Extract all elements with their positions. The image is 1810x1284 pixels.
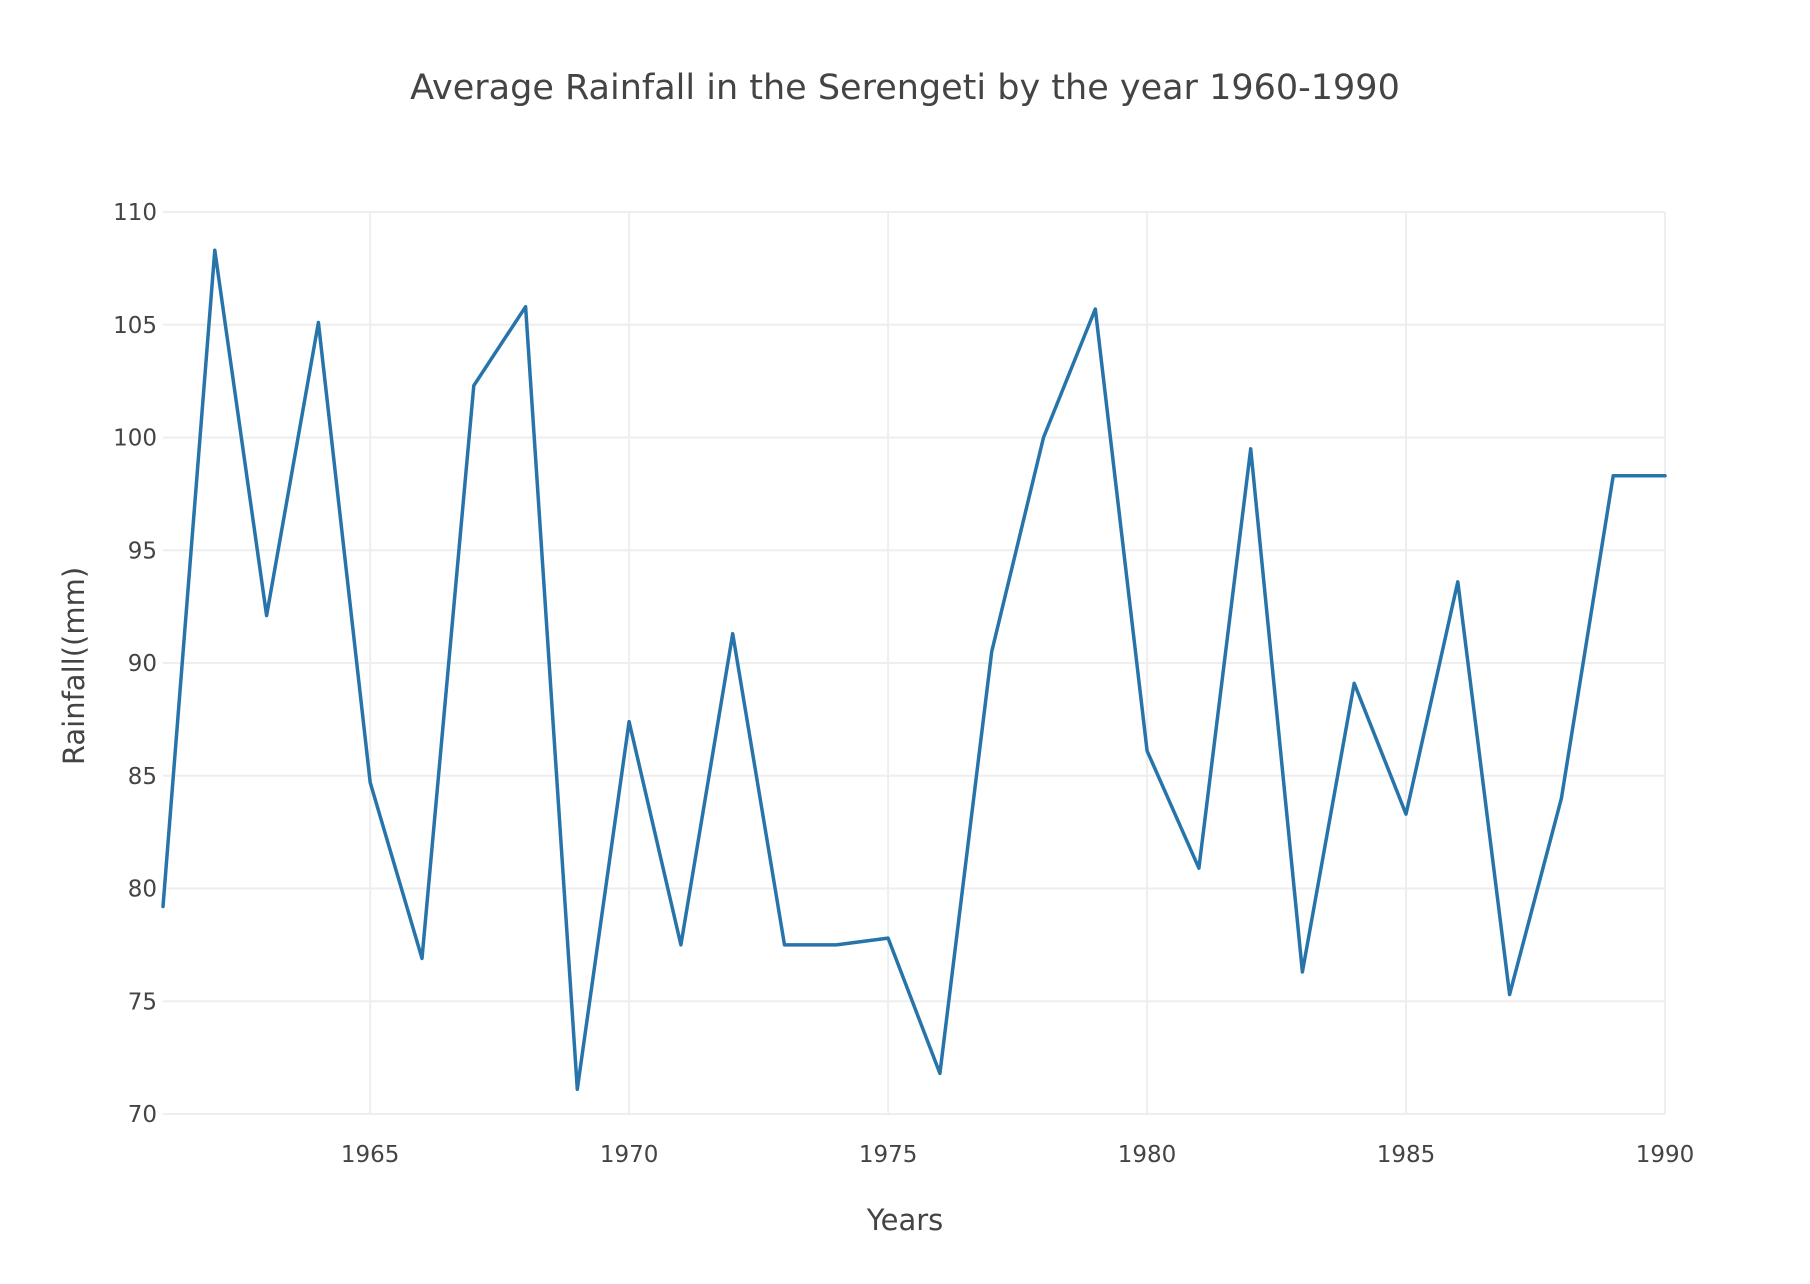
y-tick-label-85: 85 [128, 764, 157, 790]
x-axis-title: Years [866, 1203, 944, 1237]
x-axis-ticks: 1965 1970 1975 1980 1985 1990 [341, 1142, 1694, 1168]
y-tick-label-110: 110 [113, 200, 157, 226]
y-axis-ticks: 70 75 80 85 90 95 100 105 110 [113, 200, 157, 1128]
y-tick-label-70: 70 [128, 1102, 157, 1128]
series-group [161, 248, 1667, 1091]
y-gridlines [163, 211, 1665, 1115]
y-tick-label-90: 90 [128, 651, 157, 677]
x-tick-label-1990: 1990 [1636, 1142, 1695, 1168]
y-tick-label-95: 95 [128, 538, 157, 564]
x-tick-label-1985: 1985 [1377, 1142, 1436, 1168]
y-tick-label-80: 80 [128, 877, 157, 903]
x-tick-label-1970: 1970 [600, 1142, 659, 1168]
x-tick-label-1975: 1975 [859, 1142, 918, 1168]
series-line-0 [161, 248, 1667, 1091]
y-tick-label-75: 75 [128, 989, 157, 1015]
y-axis-title: Rainfall((mm) [57, 567, 91, 765]
y-tick-label-105: 105 [113, 313, 157, 339]
y-tick-label-100: 100 [113, 426, 157, 452]
x-gridlines [369, 212, 1666, 1114]
chart-title: Average Rainfall in the Serengeti by the… [410, 68, 1400, 108]
x-tick-label-1980: 1980 [1118, 1142, 1177, 1168]
x-tick-label-1965: 1965 [341, 1142, 400, 1168]
